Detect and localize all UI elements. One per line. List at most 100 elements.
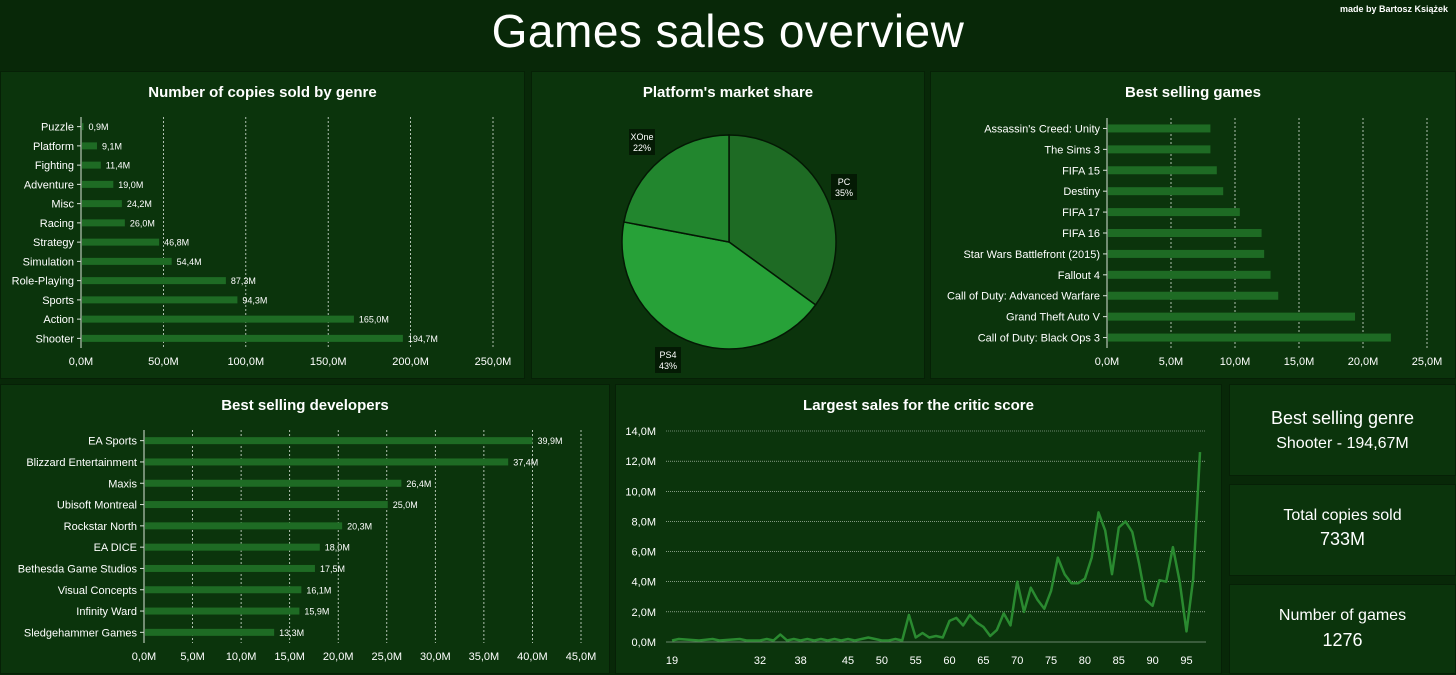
data-label: 19,0M bbox=[118, 180, 143, 190]
pie-slice bbox=[621, 221, 817, 350]
category-label: Rockstar North bbox=[64, 521, 137, 533]
data-label: 26,0M bbox=[130, 218, 155, 228]
x-tick-label: 95 bbox=[1180, 655, 1192, 667]
x-tick-label: 25,0M bbox=[371, 651, 402, 663]
x-tick-label: 65 bbox=[977, 655, 989, 667]
bar bbox=[82, 200, 122, 208]
bar bbox=[82, 238, 160, 246]
x-tick-label: 0,0M bbox=[69, 356, 93, 368]
data-label: 25,0M bbox=[393, 500, 418, 510]
bar bbox=[1108, 229, 1262, 237]
x-tick-label: 50,0M bbox=[148, 356, 179, 368]
data-label: 39,9M bbox=[537, 436, 562, 446]
category-label: Role-Playing bbox=[12, 276, 74, 288]
pie-label-box bbox=[629, 129, 655, 155]
x-tick-label: 100,0M bbox=[227, 356, 264, 368]
category-label: Call of Duty: Advanced Warfare bbox=[947, 291, 1100, 303]
pie-label-value: 43% bbox=[659, 361, 677, 371]
bar bbox=[82, 257, 172, 265]
category-label: FIFA 16 bbox=[1062, 228, 1100, 240]
kpi-number-of-games-title: Number of games bbox=[1278, 607, 1407, 624]
x-tick-label: 150,0M bbox=[310, 356, 347, 368]
x-tick-label: 250,0M bbox=[475, 356, 512, 368]
category-label: Star Wars Battlefront (2015) bbox=[963, 249, 1100, 261]
category-label: Blizzard Entertainment bbox=[26, 457, 137, 469]
category-label: Fallout 4 bbox=[1058, 270, 1100, 282]
games-panel-title: Best selling games bbox=[1125, 84, 1261, 101]
category-label: The Sims 3 bbox=[1044, 144, 1100, 156]
x-tick-label: 75 bbox=[1045, 655, 1057, 667]
category-label: Action bbox=[43, 314, 74, 326]
bar bbox=[145, 607, 300, 615]
category-label: Adventure bbox=[24, 179, 74, 191]
critic-panel: Largest sales for the critic score 0,0M 2… bbox=[615, 384, 1222, 674]
bar bbox=[82, 219, 125, 227]
x-tick-label: 0,0M bbox=[132, 651, 156, 663]
category-label: Destiny bbox=[1063, 186, 1100, 198]
x-tick-label: 50 bbox=[876, 655, 888, 667]
category-label: Fighting bbox=[35, 160, 74, 172]
bar bbox=[145, 458, 509, 466]
kpi-total-copies-value: 733M bbox=[1319, 529, 1366, 549]
data-label: 165,0M bbox=[359, 315, 389, 325]
y-tick-label: 4,0M bbox=[632, 577, 656, 589]
data-label: 37,4M bbox=[513, 457, 538, 467]
critic-panel-title: Largest sales for the critic score bbox=[803, 397, 1034, 414]
data-label: 54,4M bbox=[177, 257, 202, 267]
bar bbox=[145, 501, 388, 509]
kpi-best-genre-title: Best selling genre bbox=[1270, 408, 1415, 428]
author-credit: made by Bartosz Książek bbox=[1339, 4, 1448, 14]
bar bbox=[1108, 249, 1265, 258]
bar bbox=[82, 277, 226, 285]
category-label: Simulation bbox=[23, 256, 74, 268]
critic-line-chart: 0,0M 2,0M 4,0M 6,0M 8,0M 10,0M 12,0M 14,0M 19 32 3… bbox=[625, 426, 1206, 667]
x-tick-label: 19 bbox=[666, 655, 678, 667]
x-tick-label: 20,0M bbox=[1348, 356, 1379, 368]
bar bbox=[1108, 291, 1279, 300]
bar bbox=[82, 334, 403, 342]
y-tick-label: 12,0M bbox=[625, 456, 656, 468]
bar bbox=[145, 437, 533, 445]
x-tick-label: 5,0M bbox=[1159, 356, 1183, 368]
category-label: Ubisoft Montreal bbox=[57, 500, 137, 512]
category-label: Sledgehammer Games bbox=[24, 627, 138, 639]
data-label: 46,8M bbox=[164, 238, 189, 248]
data-label: 9,1M bbox=[102, 141, 122, 151]
category-label: Visual Concepts bbox=[58, 585, 138, 597]
category-label: EA DICE bbox=[94, 542, 137, 554]
kpi-best-genre: Best selling genre Shooter - 194,67M bbox=[1229, 384, 1456, 476]
data-label: 11,4M bbox=[106, 161, 130, 171]
bar bbox=[145, 479, 402, 487]
y-tick-label: 8,0M bbox=[632, 516, 656, 528]
genre-panel: Number of copies sold by genre 0,0M 50,0M… bbox=[0, 71, 525, 379]
games-panel: Best selling games 0,0M 5,0M 10,0M 15,0M 20,… bbox=[930, 71, 1456, 379]
data-label: 87,3M bbox=[231, 276, 256, 286]
y-tick-label: 0,0M bbox=[632, 637, 656, 649]
data-label: 17,5M bbox=[320, 564, 345, 574]
kpi-number-of-games-value: 1276 bbox=[1322, 630, 1363, 650]
developers-bar-chart: 0,0M 5,0M 10,0M 15,0M 20,0M 25,0M 30,0M 35,0M 40… bbox=[18, 430, 597, 663]
x-tick-label: 32 bbox=[754, 655, 766, 667]
x-tick-label: 40,0M bbox=[517, 651, 548, 663]
bar bbox=[1108, 187, 1224, 196]
x-tick-label: 45,0M bbox=[566, 651, 597, 663]
x-tick-label: 5,0M bbox=[180, 651, 204, 663]
y-tick-label: 6,0M bbox=[632, 547, 656, 559]
data-label: 0,9M bbox=[88, 122, 108, 132]
data-label: 24,2M bbox=[127, 199, 152, 209]
data-label: 194,7M bbox=[408, 334, 438, 344]
data-label: 15,9M bbox=[304, 607, 329, 617]
bar bbox=[1108, 124, 1211, 133]
pie-label-value: 35% bbox=[835, 188, 853, 198]
bar bbox=[1108, 208, 1240, 217]
category-label: Platform bbox=[33, 141, 74, 153]
category-label: FIFA 15 bbox=[1062, 165, 1100, 177]
x-tick-label: 10,0M bbox=[1220, 356, 1251, 368]
kpi-total-copies: Total copies sold 733M bbox=[1229, 484, 1456, 576]
bar bbox=[1108, 270, 1271, 279]
developers-panel-title: Best selling developers bbox=[221, 397, 389, 414]
bar bbox=[82, 123, 84, 131]
bar bbox=[145, 586, 302, 594]
pie-label-box bbox=[831, 174, 857, 200]
x-tick-label: 70 bbox=[1011, 655, 1023, 667]
